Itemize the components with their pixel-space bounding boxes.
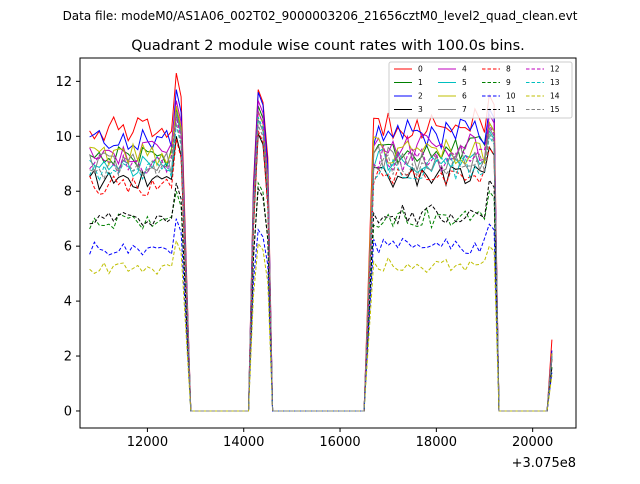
legend-label-8: 8	[506, 65, 511, 74]
x-tick-label: 14000	[223, 435, 264, 450]
legend-label-0: 0	[418, 65, 423, 74]
y-tick-label: 2	[64, 350, 72, 365]
legend-label-10: 10	[506, 92, 516, 101]
legend-label-6: 6	[462, 92, 467, 101]
x-offset-label: +3.075e8	[512, 456, 576, 471]
legend-label-12: 12	[550, 65, 560, 74]
series-line-15	[89, 122, 553, 412]
data-file-suptitle: Data file: modeM0/AS1A06_002T02_90000032…	[63, 9, 578, 23]
series-line-13	[89, 116, 553, 412]
legend-box	[388, 61, 573, 119]
series-layer	[89, 73, 553, 412]
x-axis-ticks: 12000 14000 16000 18000 20000	[127, 428, 553, 450]
legend-label-9: 9	[506, 78, 511, 87]
y-tick-label: 10	[55, 130, 72, 145]
legend-label-2: 2	[418, 92, 423, 101]
y-tick-label: 0	[64, 404, 72, 419]
legend-label-14: 14	[550, 92, 560, 101]
legend-label-15: 15	[550, 105, 560, 114]
x-tick-label: 12000	[127, 435, 168, 450]
legend-label-13: 13	[550, 78, 560, 87]
x-tick-label: 16000	[319, 435, 360, 450]
y-tick-label: 6	[64, 240, 72, 255]
legend-label-7: 7	[462, 105, 467, 114]
legend-label-4: 4	[462, 65, 467, 74]
legend-label-5: 5	[462, 78, 467, 87]
legend-label-11: 11	[506, 105, 516, 114]
axes-frame	[79, 57, 577, 429]
x-tick-label: 20000	[512, 435, 553, 450]
x-tick-label: 18000	[416, 435, 457, 450]
y-axis-ticks: 0 2 4 6 8 10 12	[55, 75, 80, 419]
y-tick-label: 8	[64, 185, 72, 200]
chart-title: Quadrant 2 module wise count rates with …	[131, 38, 525, 54]
y-tick-label: 12	[55, 75, 72, 90]
legend-label-3: 3	[418, 105, 423, 114]
series-line-11	[89, 178, 553, 412]
y-tick-label: 4	[64, 295, 72, 310]
legend-label-1: 1	[418, 78, 423, 87]
